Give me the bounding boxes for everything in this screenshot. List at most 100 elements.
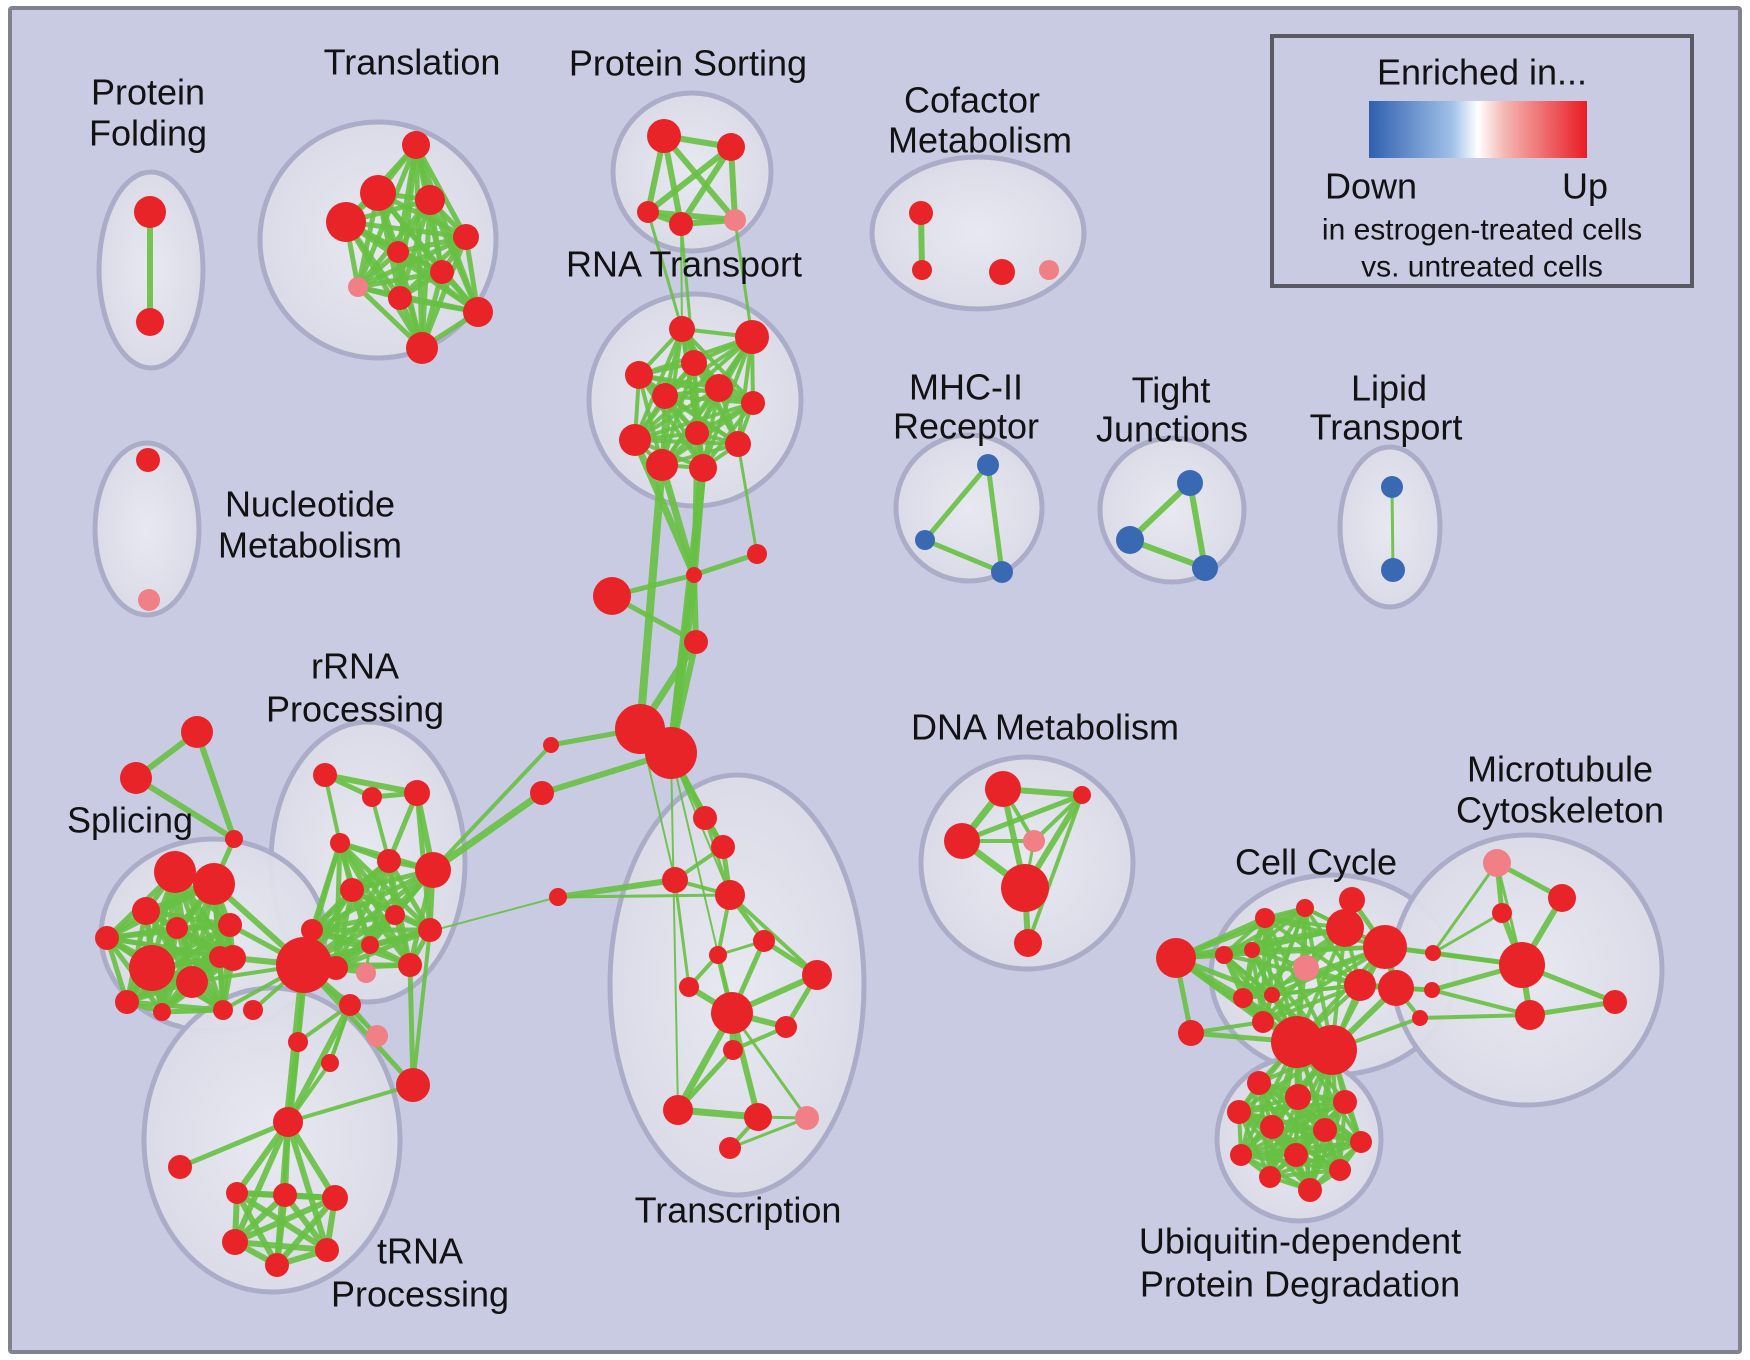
node-t8[interactable]: [348, 277, 368, 297]
node-m4[interactable]: [1499, 942, 1545, 988]
node-tr8[interactable]: [802, 960, 832, 990]
node-sp0c[interactable]: [225, 830, 243, 848]
node-cc15[interactable]: [1252, 1011, 1274, 1033]
node-d4[interactable]: [1023, 830, 1045, 852]
node-cf4[interactable]: [1039, 260, 1059, 280]
node-r4[interactable]: [625, 361, 653, 389]
node-cc17[interactable]: [1307, 1025, 1357, 1075]
node-ub6[interactable]: [1313, 1118, 1337, 1142]
node-tr7[interactable]: [679, 977, 699, 997]
node-cc12[interactable]: [1293, 955, 1319, 981]
node-tr12[interactable]: [663, 1095, 693, 1125]
node-mh1[interactable]: [977, 454, 999, 476]
node-cc10[interactable]: [1344, 969, 1376, 1001]
node-mc1[interactable]: [1425, 945, 1441, 961]
node-mh3[interactable]: [991, 561, 1013, 583]
node-ub5[interactable]: [1260, 1115, 1284, 1139]
node-r9[interactable]: [619, 424, 651, 456]
node-t10[interactable]: [463, 297, 493, 327]
node-d2[interactable]: [1073, 786, 1091, 804]
node-r11[interactable]: [689, 454, 717, 482]
node-sp10[interactable]: [153, 1003, 171, 1021]
node-m5[interactable]: [1515, 1000, 1545, 1030]
node-cc3[interactable]: [1215, 946, 1233, 964]
node-sp0b[interactable]: [120, 762, 152, 794]
node-ub1[interactable]: [1247, 1071, 1271, 1095]
node-ub4[interactable]: [1333, 1090, 1357, 1114]
node-sp7[interactable]: [129, 945, 175, 991]
node-cc6[interactable]: [1296, 899, 1314, 917]
node-sp9[interactable]: [115, 990, 139, 1014]
node-tr2[interactable]: [711, 835, 735, 859]
node-q12[interactable]: [356, 963, 376, 983]
node-tr5[interactable]: [753, 930, 775, 952]
node-ps5[interactable]: [724, 209, 746, 231]
node-sp1[interactable]: [154, 851, 196, 893]
node-t3[interactable]: [326, 202, 366, 242]
node-u2[interactable]: [273, 1183, 297, 1207]
node-cc14[interactable]: [1264, 987, 1280, 1003]
node-q1[interactable]: [313, 763, 337, 787]
node-r12[interactable]: [725, 431, 751, 457]
node-q19[interactable]: [396, 1068, 430, 1102]
node-sp6[interactable]: [218, 913, 242, 937]
node-lt1[interactable]: [1381, 476, 1403, 498]
node-q18[interactable]: [366, 1025, 388, 1047]
node-tj1[interactable]: [1177, 470, 1203, 496]
node-q16[interactable]: [288, 1032, 308, 1052]
node-c4[interactable]: [684, 630, 708, 654]
node-cc5[interactable]: [1255, 908, 1275, 928]
node-sp8[interactable]: [176, 966, 208, 998]
node-ps2[interactable]: [717, 133, 745, 161]
node-cf3[interactable]: [989, 259, 1015, 285]
node-t11[interactable]: [406, 332, 438, 364]
node-d5[interactable]: [1001, 864, 1049, 912]
node-cc9[interactable]: [1363, 925, 1407, 969]
node-m6[interactable]: [1603, 990, 1627, 1014]
node-t7[interactable]: [430, 260, 454, 284]
node-t6[interactable]: [387, 241, 409, 263]
node-t4[interactable]: [415, 185, 445, 215]
node-m3[interactable]: [1492, 903, 1512, 923]
node-sp2[interactable]: [193, 863, 235, 905]
node-ps1[interactable]: [647, 119, 681, 153]
node-m2[interactable]: [1548, 884, 1576, 912]
node-q5[interactable]: [377, 849, 401, 873]
node-ub9[interactable]: [1284, 1143, 1308, 1167]
node-t9[interactable]: [388, 286, 412, 310]
node-q13[interactable]: [324, 956, 348, 980]
node-ub2[interactable]: [1285, 1084, 1311, 1110]
node-tj3[interactable]: [1192, 555, 1218, 581]
node-t5[interactable]: [453, 224, 479, 250]
node-n1[interactable]: [136, 448, 160, 472]
node-rrh[interactable]: [276, 937, 332, 993]
node-tr10[interactable]: [775, 1016, 797, 1038]
node-tr13[interactable]: [744, 1103, 772, 1131]
node-cf2[interactable]: [912, 260, 932, 280]
node-r8[interactable]: [685, 421, 709, 445]
node-sp5[interactable]: [166, 917, 188, 939]
node-pf2[interactable]: [136, 308, 164, 336]
node-r5[interactable]: [652, 383, 678, 409]
node-sp13[interactable]: [213, 1000, 233, 1020]
node-rr1[interactable]: [415, 852, 451, 888]
node-cc2[interactable]: [1178, 1020, 1204, 1046]
node-th[interactable]: [273, 1107, 303, 1137]
node-q14[interactable]: [339, 994, 361, 1016]
node-sp4[interactable]: [95, 926, 119, 950]
node-u1[interactable]: [226, 1182, 248, 1204]
node-t1[interactable]: [402, 131, 430, 159]
node-q8[interactable]: [418, 918, 442, 942]
node-ub10[interactable]: [1329, 1159, 1351, 1181]
node-mh2[interactable]: [915, 530, 935, 550]
node-tr1[interactable]: [693, 806, 717, 830]
node-tr15[interactable]: [719, 1137, 741, 1159]
node-ub7[interactable]: [1350, 1131, 1372, 1153]
node-q2[interactable]: [362, 787, 382, 807]
node-d3[interactable]: [944, 823, 980, 859]
node-q10[interactable]: [361, 936, 379, 954]
node-cf1[interactable]: [909, 201, 933, 225]
node-d6[interactable]: [1014, 929, 1042, 957]
node-cc1[interactable]: [1156, 938, 1196, 978]
node-tr6[interactable]: [709, 946, 727, 964]
